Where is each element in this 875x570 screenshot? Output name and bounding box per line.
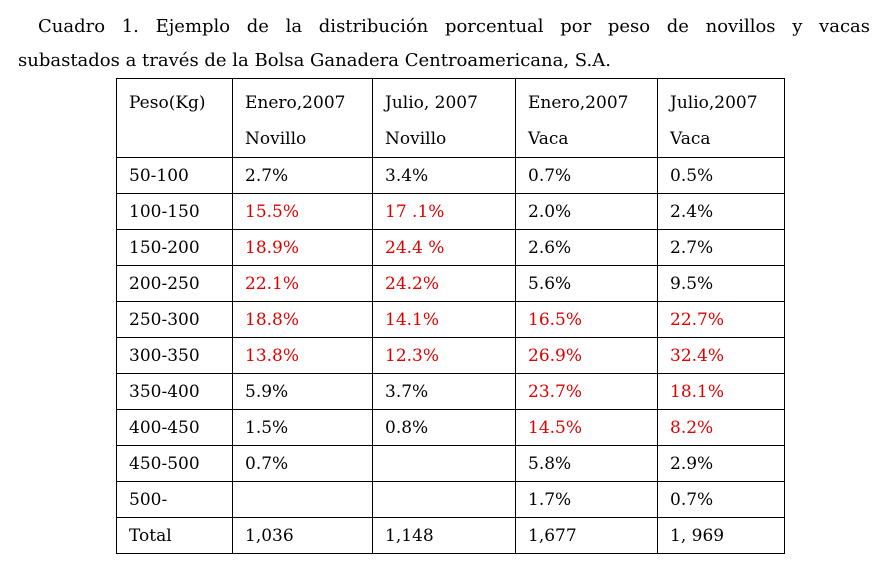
weight-range-cell: 350-400	[116, 373, 233, 410]
value-cell: 16.5%	[515, 301, 658, 338]
weight-range-cell: 450-500	[116, 445, 233, 482]
value-cell: 24.2%	[372, 265, 516, 302]
table-row: 450-500 0.7% 5.8% 2.9%	[116, 445, 785, 482]
value-cell: 17 .1%	[372, 193, 516, 230]
value-cell: 18.9%	[232, 229, 373, 266]
weight-range-cell: 100-150	[116, 193, 233, 230]
table-total-row: Total 1,036 1,148 1,677 1, 969	[116, 517, 785, 554]
header-julio-novillo-type: Novillo	[385, 129, 447, 149]
header-peso: Peso(Kg)	[116, 78, 233, 158]
value-cell: 5.9%	[232, 373, 373, 410]
caption-line-1: Cuadro 1. Ejemplo de la distribución por…	[38, 16, 870, 37]
table-row: 250-300 18.8% 14.1% 16.5% 22.7%	[116, 301, 785, 338]
table-row: 400-450 1.5% 0.8% 14.5% 8.2%	[116, 409, 785, 446]
value-cell: 14.5%	[515, 409, 658, 446]
weight-range-cell: 500-	[116, 481, 233, 518]
weight-range-cell: 250-300	[116, 301, 233, 338]
value-cell: 0.7%	[657, 481, 785, 518]
value-cell	[372, 481, 516, 518]
weight-distribution-table: Peso(Kg) Enero,2007 Novillo Julio, 2007 No…	[116, 78, 785, 554]
total-value-cell: 1,036	[232, 517, 373, 554]
value-cell: 18.8%	[232, 301, 373, 338]
value-cell: 14.1%	[372, 301, 516, 338]
value-cell	[372, 445, 516, 482]
value-cell: 2.6%	[515, 229, 658, 266]
value-cell: 0.7%	[515, 157, 658, 194]
weight-range-cell: 50-100	[116, 157, 233, 194]
table-header-row: Peso(Kg) Enero,2007 Novillo Julio, 2007 No…	[116, 78, 785, 158]
table-row: 500- 1.7% 0.7%	[116, 481, 785, 518]
value-cell: 18.1%	[657, 373, 785, 410]
table-row: 200-250 22.1% 24.2% 5.6% 9.5%	[116, 265, 785, 302]
header-julio-novillo: Julio, 2007 Novillo	[372, 78, 516, 158]
value-cell: 15.5%	[232, 193, 373, 230]
header-enero-novillo: Enero,2007 Novillo	[232, 78, 373, 158]
weight-range-cell: 400-450	[116, 409, 233, 446]
total-value-cell: 1,677	[515, 517, 658, 554]
header-enero-novillo-date: Enero,2007	[245, 93, 346, 113]
value-cell: 22.1%	[232, 265, 373, 302]
value-cell: 3.4%	[372, 157, 516, 194]
value-cell: 26.9%	[515, 337, 658, 374]
total-value-cell: 1,148	[372, 517, 516, 554]
value-cell: 0.8%	[372, 409, 516, 446]
weight-range-cell: 150-200	[116, 229, 233, 266]
weight-range-cell: 300-350	[116, 337, 233, 374]
value-cell: 9.5%	[657, 265, 785, 302]
caption-line-2: subastados a través de la Bolsa Ganadera…	[18, 50, 611, 71]
table-row: 150-200 18.9% 24.4 % 2.6% 2.7%	[116, 229, 785, 266]
value-cell: 32.4%	[657, 337, 785, 374]
header-enero-vaca: Enero,2007 Vaca	[515, 78, 658, 158]
value-cell: 12.3%	[372, 337, 516, 374]
value-cell: 23.7%	[515, 373, 658, 410]
value-cell: 22.7%	[657, 301, 785, 338]
value-cell: 1.7%	[515, 481, 658, 518]
value-cell: 24.4 %	[372, 229, 516, 266]
header-julio-novillo-date: Julio, 2007	[385, 93, 478, 113]
header-julio-vaca-date: Julio,2007	[670, 93, 758, 113]
table-row: 300-350 13.8% 12.3% 26.9% 32.4%	[116, 337, 785, 374]
value-cell: 3.7%	[372, 373, 516, 410]
header-enero-vaca-date: Enero,2007	[528, 93, 629, 113]
value-cell: 2.7%	[232, 157, 373, 194]
header-enero-vaca-type: Vaca	[528, 129, 569, 149]
header-peso-label: Peso(Kg)	[129, 93, 206, 113]
value-cell: 2.7%	[657, 229, 785, 266]
weight-range-cell: 200-250	[116, 265, 233, 302]
value-cell: 0.7%	[232, 445, 373, 482]
value-cell: 2.9%	[657, 445, 785, 482]
table-row: 350-400 5.9% 3.7% 23.7% 18.1%	[116, 373, 785, 410]
table-caption: Cuadro 1. Ejemplo de la distribución por…	[18, 10, 870, 78]
header-julio-vaca: Julio,2007 Vaca	[657, 78, 785, 158]
header-enero-novillo-type: Novillo	[245, 129, 307, 149]
header-julio-vaca-type: Vaca	[670, 129, 711, 149]
value-cell: 2.0%	[515, 193, 658, 230]
value-cell: 0.5%	[657, 157, 785, 194]
value-cell: 5.8%	[515, 445, 658, 482]
value-cell: 13.8%	[232, 337, 373, 374]
total-label-cell: Total	[116, 517, 233, 554]
value-cell	[232, 481, 373, 518]
value-cell: 2.4%	[657, 193, 785, 230]
table-row: 50-100 2.7% 3.4% 0.7% 0.5%	[116, 157, 785, 194]
value-cell: 8.2%	[657, 409, 785, 446]
table-row: 100-150 15.5% 17 .1% 2.0% 2.4%	[116, 193, 785, 230]
value-cell: 5.6%	[515, 265, 658, 302]
value-cell: 1.5%	[232, 409, 373, 446]
total-value-cell: 1, 969	[657, 517, 785, 554]
